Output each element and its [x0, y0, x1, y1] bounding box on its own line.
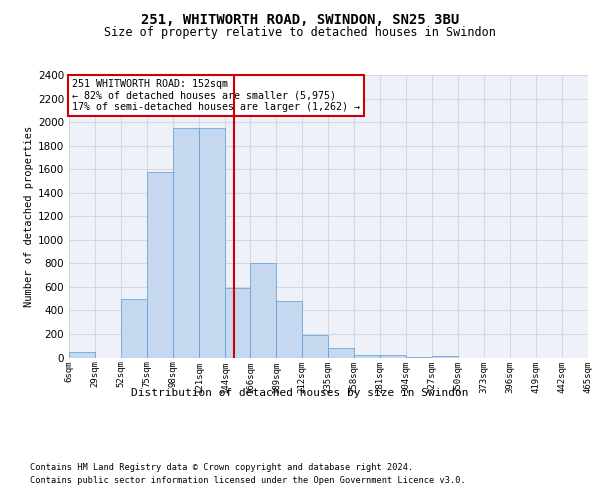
Text: 251, WHITWORTH ROAD, SWINDON, SN25 3BU: 251, WHITWORTH ROAD, SWINDON, SN25 3BU	[141, 12, 459, 26]
Bar	[250, 264, 276, 358]
Text: 251 WHITWORTH ROAD: 152sqm
← 82% of detached houses are smaller (5,975)
17% of s: 251 WHITWORTH ROAD: 152sqm ← 82% of deta…	[71, 79, 359, 112]
Bar	[380, 355, 406, 358]
Bar	[302, 335, 328, 357]
Bar	[432, 356, 458, 358]
Bar	[328, 348, 354, 358]
Bar	[354, 354, 380, 358]
Text: Distribution of detached houses by size in Swindon: Distribution of detached houses by size …	[131, 388, 469, 398]
Y-axis label: Number of detached properties: Number of detached properties	[24, 126, 34, 307]
Bar	[406, 357, 432, 358]
Bar	[173, 128, 199, 358]
Bar	[276, 301, 302, 358]
Text: Contains public sector information licensed under the Open Government Licence v3: Contains public sector information licen…	[30, 476, 466, 485]
Bar	[121, 298, 147, 358]
Bar	[225, 288, 250, 358]
Text: Size of property relative to detached houses in Swindon: Size of property relative to detached ho…	[104, 26, 496, 39]
Bar	[199, 128, 225, 358]
Bar	[147, 172, 173, 358]
Bar	[69, 352, 95, 358]
Text: Contains HM Land Registry data © Crown copyright and database right 2024.: Contains HM Land Registry data © Crown c…	[30, 462, 413, 471]
